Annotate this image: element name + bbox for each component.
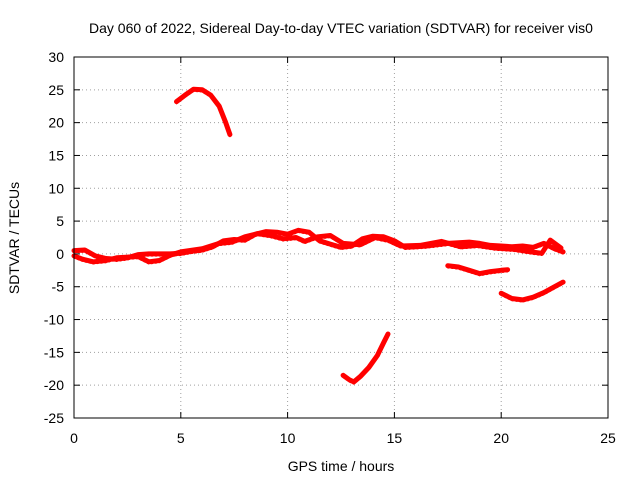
y-tick-label: 25 [48, 82, 64, 98]
series-arc-4 [445, 263, 511, 277]
series-arc-3 [71, 231, 564, 265]
series-arc-6 [340, 331, 391, 385]
series-arc-1-jitter [175, 90, 231, 138]
y-tick-label: 20 [48, 115, 64, 131]
y-tick-label: -5 [52, 279, 65, 295]
y-tick-label: 15 [48, 147, 64, 163]
series-arc-3-jitter [73, 234, 562, 265]
y-tick-label: -10 [44, 312, 64, 328]
y-tick-label: -25 [44, 410, 64, 426]
grid [74, 57, 608, 418]
series-arc-2-jitter [73, 231, 564, 262]
y-axis-label: SDTVAR / TECUs [6, 182, 22, 294]
y-tick-label: 10 [48, 180, 64, 196]
y-tick-label: -15 [44, 344, 64, 360]
y-tick-label: -20 [44, 377, 64, 393]
plot-frame [73, 56, 609, 419]
axis-ticks: 0 5 10 15 20 25 -25 -20 -15 -10 -5 0 5 10 15 20 25 30 [44, 49, 616, 446]
x-tick-label: 0 [70, 430, 78, 446]
x-tick-label: 5 [177, 430, 185, 446]
data-series [71, 86, 566, 385]
y-tick-label: 0 [56, 246, 64, 262]
series-arc-5 [498, 279, 566, 303]
chart-title: Day 060 of 2022, Sidereal Day-to-day VTE… [89, 20, 593, 36]
x-axis-label: GPS time / hours [288, 458, 395, 474]
y-tick-label: 5 [56, 213, 64, 229]
x-tick-label: 10 [280, 430, 296, 446]
x-tick-label: 15 [387, 430, 403, 446]
series-arc-5-jitter [500, 283, 564, 303]
x-tick-label: 20 [493, 430, 509, 446]
series-arc-1 [174, 86, 233, 137]
series-arc-4-jitter [447, 266, 509, 277]
x-tick-label: 25 [600, 430, 616, 446]
y-tick-label: 30 [48, 49, 64, 65]
series-arc-6-jitter [342, 335, 389, 385]
